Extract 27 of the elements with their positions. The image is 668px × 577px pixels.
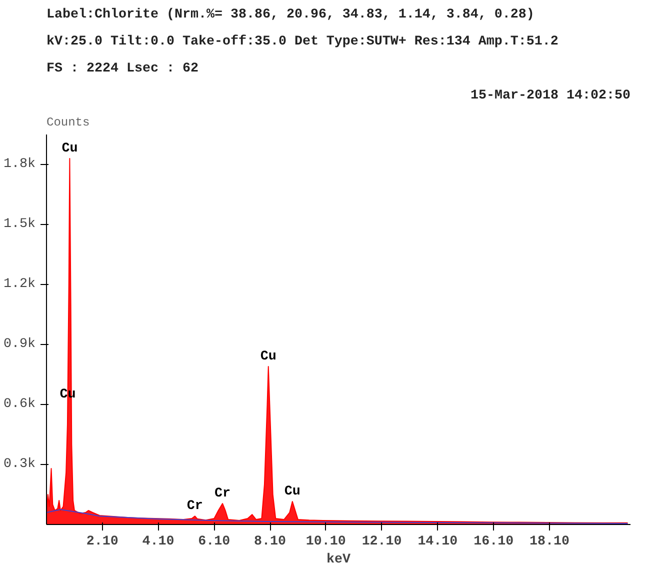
- chart-title: Label:Chlorite (Nrm.%= 38.86, 20.96, 34.83, 1.14, 3.84, 0.28): [46, 8, 534, 22]
- line-series: [46, 509, 628, 524]
- annotation: Cu: [62, 142, 78, 156]
- x-tick-label: 6.10: [198, 534, 230, 550]
- annotation: Cr: [186, 499, 203, 514]
- x-tick-label: 2.10: [86, 534, 118, 550]
- x-tick-label: 16.10: [474, 534, 514, 550]
- x-tick-label: 4.10: [142, 534, 174, 550]
- y-tick-label: 1.8k: [4, 157, 36, 172]
- y-tick-label: 0.9k: [4, 337, 36, 352]
- text: FS : 2224 Lsec : 62: [46, 62, 198, 76]
- annotation: Cu: [284, 484, 300, 500]
- x-tick-label: 8.10: [254, 534, 286, 550]
- x-tick-label: 14.10: [418, 534, 458, 550]
- y-tick-label: 0.3k: [4, 457, 36, 472]
- x-tick-label: 10.10: [306, 534, 346, 550]
- text: 15-Mar-2018 14:02:50: [470, 88, 631, 104]
- y-tick-label: 0.6k: [4, 397, 36, 412]
- chart-subtitle: kV:25.0 Tilt:0.0 Take-off:35.0 Det Type:SUTW+ Res:134 Amp.T:51.2: [46, 34, 558, 50]
- annotation: Cu: [260, 350, 276, 364]
- x-axis-title: keV: [326, 552, 351, 568]
- y-tick-label: 1.2k: [4, 277, 36, 292]
- y-tick-label: 1.5k: [4, 217, 36, 232]
- x-tick-label: 18.10: [529, 534, 570, 550]
- y-axis-title: Counts: [46, 116, 90, 130]
- x-tick-label: 12.10: [362, 534, 402, 550]
- annotation: Cr: [214, 486, 231, 502]
